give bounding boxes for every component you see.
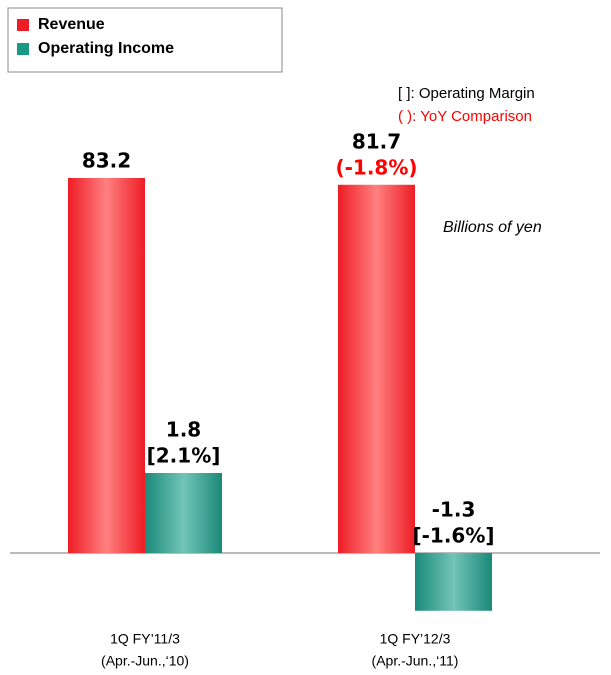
annotation-label: (-1.8%) [335, 155, 417, 179]
bar [415, 553, 492, 611]
x-tick-label: 1Q FY’11/3 [110, 631, 180, 647]
value-label: 81.7 [352, 129, 401, 153]
x-tick-sublabel: (Apr.-Jun.,‘10) [101, 653, 189, 669]
note: ( ): YoY Comparison [398, 108, 532, 125]
value-label: 83.2 [82, 149, 131, 173]
unit-label: Billions of yen [443, 219, 542, 236]
bar [145, 473, 222, 553]
annotation-label: [-1.6%] [412, 524, 494, 548]
bar [338, 184, 415, 554]
legend-label: Revenue [38, 16, 105, 33]
bar [68, 178, 145, 553]
legend-swatch [17, 19, 29, 31]
annotation-label: [2.1%] [147, 444, 221, 468]
value-label: 1.8 [166, 418, 201, 442]
legend-label: Operating Income [38, 40, 174, 57]
x-tick-sublabel: (Apr.-Jun.,‘11) [372, 653, 459, 669]
note: [ ]: Operating Margin [398, 85, 535, 102]
legend-swatch [17, 43, 29, 55]
x-tick-label: 1Q FY’12/3 [380, 631, 451, 647]
value-label: -1.3 [432, 498, 476, 522]
legend-box [7, 7, 283, 73]
